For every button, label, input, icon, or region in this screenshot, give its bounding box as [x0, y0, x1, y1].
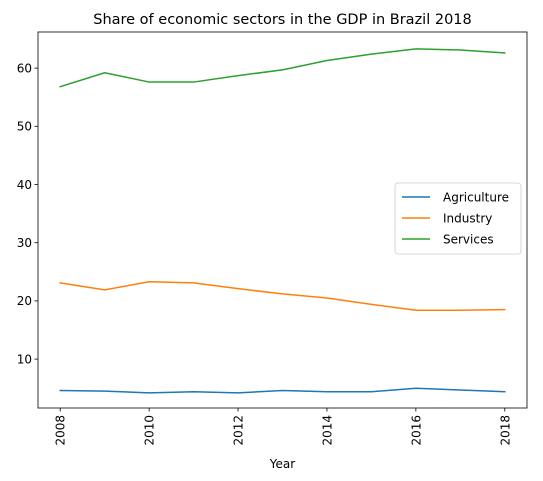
- x-tick-label: 2016: [409, 415, 423, 446]
- series-line-agriculture: [59, 387, 506, 394]
- x-tick-label: 2012: [232, 415, 246, 446]
- x-tick-label: 2010: [143, 415, 157, 446]
- series-line-industry: [59, 280, 506, 311]
- x-tick-label: 2018: [498, 415, 512, 446]
- y-axis: 10 20 30 40 50 60: [17, 61, 38, 366]
- y-tick-label: 20: [17, 294, 32, 308]
- y-tick-label: 60: [17, 61, 32, 75]
- y-tick-label: 50: [17, 120, 32, 134]
- chart-title: Share of economic sectors in the GDP in …: [93, 12, 472, 28]
- plot-frame: [37, 31, 528, 409]
- x-axis-label: Year: [269, 457, 295, 471]
- y-tick-label: 10: [17, 352, 32, 366]
- legend-label-agriculture: Agriculture: [443, 190, 509, 204]
- y-tick-label: 40: [17, 178, 32, 192]
- legend-label-services: Services: [443, 232, 494, 246]
- x-tick-label: 2008: [54, 415, 68, 446]
- legend: Agriculture Industry Services: [394, 182, 522, 255]
- legend-label-industry: Industry: [443, 211, 492, 225]
- legend-box: [394, 182, 522, 255]
- x-axis: 2008 2010 2012 2014 2016 2018: [54, 408, 512, 446]
- y-tick-label: 30: [17, 236, 32, 250]
- series-line-services: [59, 48, 506, 88]
- series-layer: [59, 48, 506, 394]
- x-tick-label: 2014: [320, 415, 334, 446]
